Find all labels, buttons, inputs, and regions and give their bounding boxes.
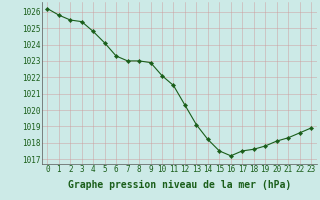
X-axis label: Graphe pression niveau de la mer (hPa): Graphe pression niveau de la mer (hPa)	[68, 180, 291, 190]
